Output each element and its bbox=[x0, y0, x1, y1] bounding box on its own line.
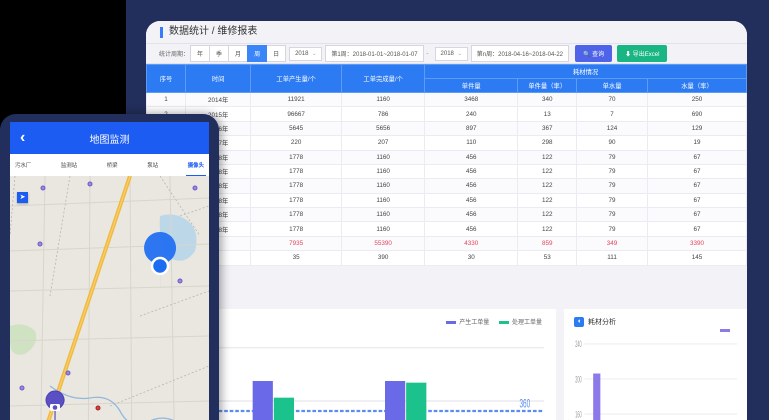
svg-text:240: 240 bbox=[575, 341, 582, 350]
svg-text:360: 360 bbox=[519, 397, 530, 411]
svg-text:200: 200 bbox=[575, 376, 582, 385]
svg-text:160: 160 bbox=[575, 411, 582, 420]
